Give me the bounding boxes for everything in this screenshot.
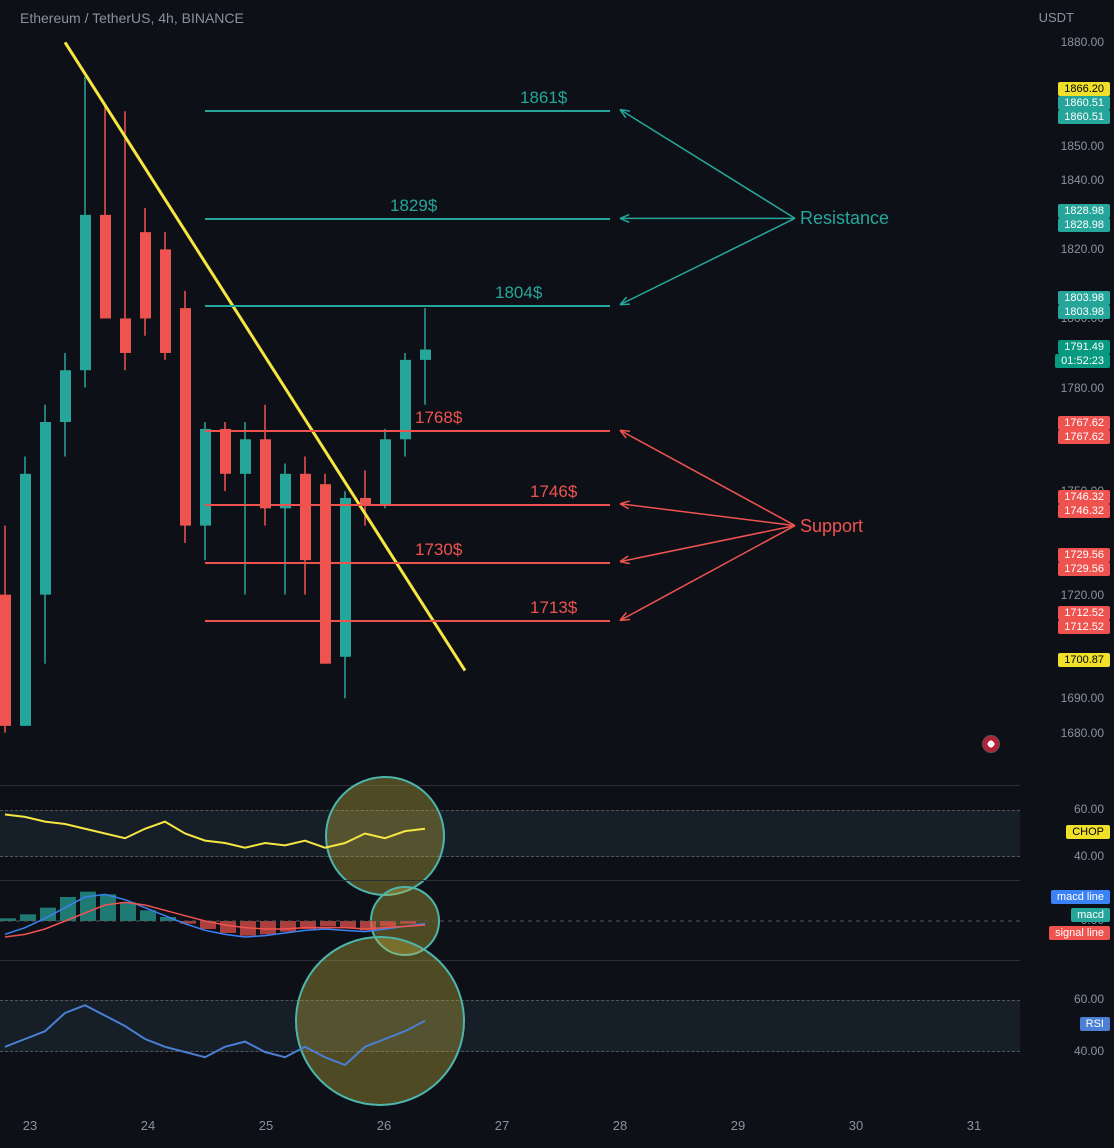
price-tag: 1866.20 [1058,82,1110,96]
time-axis-tick: 24 [141,1118,155,1133]
flag-icon [982,735,1000,753]
price-tag: 1767.62 [1058,416,1110,430]
price-tag: 1860.51 [1058,110,1110,124]
price-tag: 1803.98 [1058,291,1110,305]
price-axis-tick: 1680.00 [1024,726,1104,740]
indicator-tick: 60.00 [1074,802,1104,816]
support-line[interactable] [205,620,610,622]
time-axis-tick: 23 [23,1118,37,1133]
level-label: 1829$ [390,196,437,216]
price-tag: 1746.32 [1058,490,1110,504]
level-label: 1730$ [415,540,462,560]
time-axis-tick: 31 [967,1118,981,1133]
macd-legend-tag: macd line [1051,890,1110,904]
chop-tag: CHOP [1066,825,1110,839]
support-line[interactable] [205,562,610,564]
macd-legend-tag: signal line [1049,926,1110,940]
quote-currency-label: USDT [1039,10,1074,25]
resistance-line[interactable] [205,305,610,307]
time-axis-tick: 29 [731,1118,745,1133]
indicator-tick: 60.00 [1074,992,1104,1006]
rsi-indicator[interactable] [0,960,1020,1090]
macd-legend-tag: macd [1071,908,1110,922]
chop-indicator[interactable] [0,785,1020,880]
price-axis-tick: 1840.00 [1024,173,1104,187]
resistance-line[interactable] [205,218,610,220]
price-axis-tick: 1690.00 [1024,691,1104,705]
level-label: 1768$ [415,408,462,428]
price-tag: 1712.52 [1058,620,1110,634]
price-axis-tick: 1850.00 [1024,139,1104,153]
price-tag: 1791.49 [1058,340,1110,354]
price-tag: 1860.51 [1058,96,1110,110]
price-tag: 1828.98 [1058,204,1110,218]
level-label: 1804$ [495,283,542,303]
support-line[interactable] [205,504,610,506]
macd-indicator[interactable] [0,880,1020,960]
level-label: 1861$ [520,88,567,108]
price-axis: USDT 1880.001850.001840.001820.001800.00… [1020,0,1114,760]
rsi-tag: RSI [1080,1017,1110,1031]
resistance-line[interactable] [205,110,610,112]
price-tag: 1803.98 [1058,305,1110,319]
time-axis-tick: 30 [849,1118,863,1133]
time-axis-tick: 27 [495,1118,509,1133]
resistance-label: Resistance [800,208,889,229]
price-tag: 1712.52 [1058,606,1110,620]
price-axis-tick: 1720.00 [1024,588,1104,602]
price-chart[interactable]: Ethereum / TetherUS, 4h, BINANCE 1861$18… [0,0,1020,760]
time-axis-tick: 28 [613,1118,627,1133]
price-axis-tick: 1780.00 [1024,381,1104,395]
indicator-tick: 40.00 [1074,1044,1104,1058]
time-axis: 23 24 25 26 27 28 29 30 31 [0,1108,1020,1148]
support-line[interactable] [205,430,610,432]
level-label: 1746$ [530,482,577,502]
price-tag: 1746.32 [1058,504,1110,518]
price-tag: 1767.62 [1058,430,1110,444]
price-tag: 1729.56 [1058,548,1110,562]
price-tag: 1729.56 [1058,562,1110,576]
time-axis-tick: 26 [377,1118,391,1133]
support-label: Support [800,516,863,537]
price-tag: 1828.98 [1058,218,1110,232]
time-axis-tick: 25 [259,1118,273,1133]
price-tag: 1700.87 [1058,653,1110,667]
level-label: 1713$ [530,598,577,618]
price-tag: 01:52:23 [1055,354,1110,368]
indicator-tick: 40.00 [1074,849,1104,863]
price-axis-tick: 1880.00 [1024,35,1104,49]
price-axis-tick: 1820.00 [1024,242,1104,256]
